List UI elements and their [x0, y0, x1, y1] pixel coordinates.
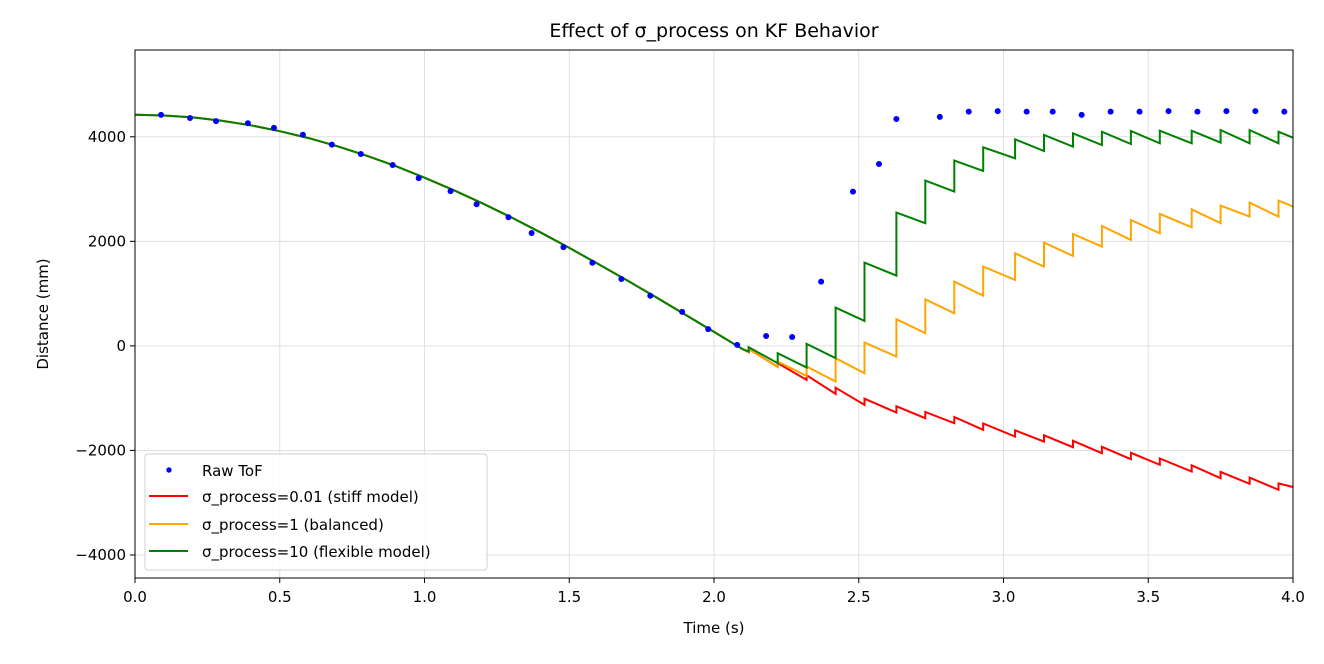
- legend-label-flexible: σ_process=10 (flexible model): [202, 543, 431, 562]
- raw-tof-point: [789, 334, 796, 341]
- raw-tof-point: [473, 201, 480, 208]
- legend-box: [144, 453, 488, 571]
- raw-tof-point: [1049, 108, 1056, 115]
- raw-tof-point: [389, 162, 396, 169]
- raw-tof-point: [818, 278, 825, 285]
- x-tick-label: 0.0: [123, 588, 147, 606]
- raw-tof-point: [618, 275, 625, 282]
- raw-tof-point: [244, 120, 251, 127]
- raw-tof-point: [1023, 108, 1030, 115]
- legend-label-raw: Raw ToF: [202, 462, 263, 480]
- raw-tof-point: [589, 259, 596, 266]
- raw-tof-point: [328, 141, 335, 148]
- legend-label-balanced: σ_process=1 (balanced): [202, 516, 384, 535]
- x-tick-label: 2.0: [702, 588, 726, 606]
- raw-tof-point: [647, 292, 654, 299]
- chart-title: Effect of σ_process on KF Behavior: [549, 20, 878, 42]
- y-tick-label: −2000: [75, 441, 126, 459]
- raw-tof-point: [415, 175, 422, 182]
- raw-tof-point: [705, 326, 712, 333]
- raw-tof-point: [1281, 108, 1288, 115]
- x-tick-label: 1.0: [413, 588, 437, 606]
- raw-tof-point: [679, 308, 686, 315]
- raw-tof-point: [994, 108, 1001, 115]
- raw-tof-point: [213, 118, 220, 125]
- grid: [134, 50, 1294, 578]
- x-tick-label: 3.0: [992, 588, 1016, 606]
- series-layer: [134, 108, 1294, 492]
- series-line-flexible: [134, 113, 1294, 370]
- legend: Raw ToF σ_process=0.01 (stiff model) σ_p…: [144, 453, 488, 571]
- y-tick-label: 0: [116, 337, 126, 355]
- raw-tof-point: [849, 188, 856, 195]
- y-tick-label: −4000: [75, 546, 126, 564]
- raw-tof-point: [1252, 108, 1259, 115]
- x-axis-label: Time (s): [683, 619, 745, 637]
- raw-tof-point: [187, 114, 194, 121]
- raw-tof-point: [357, 151, 364, 158]
- x-tick-label: 4.0: [1281, 588, 1305, 606]
- raw-tof-point: [270, 124, 277, 131]
- raw-tof-point: [965, 108, 972, 115]
- raw-tof-point: [158, 111, 165, 118]
- raw-tof-point: [1223, 108, 1230, 115]
- raw-tof-point: [447, 188, 454, 195]
- raw-tof-point: [505, 214, 512, 221]
- raw-tof-point: [1078, 111, 1085, 118]
- y-tick-label: 4000: [88, 128, 126, 146]
- raw-tof-point: [936, 113, 943, 120]
- raw-tof-point: [1107, 108, 1114, 115]
- raw-tof-point: [1194, 108, 1201, 115]
- raw-tof-point: [893, 116, 900, 123]
- raw-tof-point: [1165, 108, 1172, 115]
- x-tick-label: 3.5: [1136, 588, 1160, 606]
- y-axis-label: Distance (mm): [34, 258, 52, 369]
- x-tick-label: 2.5: [847, 588, 871, 606]
- raw-tof-point: [1136, 108, 1143, 115]
- x-tick-label: 1.5: [557, 588, 581, 606]
- ticks: 0.0 0.5 1.0 1.5 2.0 2.5 3.0 3.5 4.0 −4000 −2000 0 20…: [75, 128, 1305, 606]
- raw-tof-point: [763, 332, 770, 339]
- x-tick-label: 0.5: [268, 588, 292, 606]
- raw-tof-point: [876, 160, 883, 167]
- y-tick-label: 2000: [88, 232, 126, 250]
- legend-label-stiff: σ_process=0.01 (stiff model): [202, 488, 419, 507]
- raw-tof-point: [560, 244, 567, 251]
- raw-tof-point: [299, 131, 306, 138]
- legend-marker-raw: [166, 467, 172, 473]
- raw-tof-point: [528, 229, 535, 236]
- raw-tof-point: [734, 341, 741, 348]
